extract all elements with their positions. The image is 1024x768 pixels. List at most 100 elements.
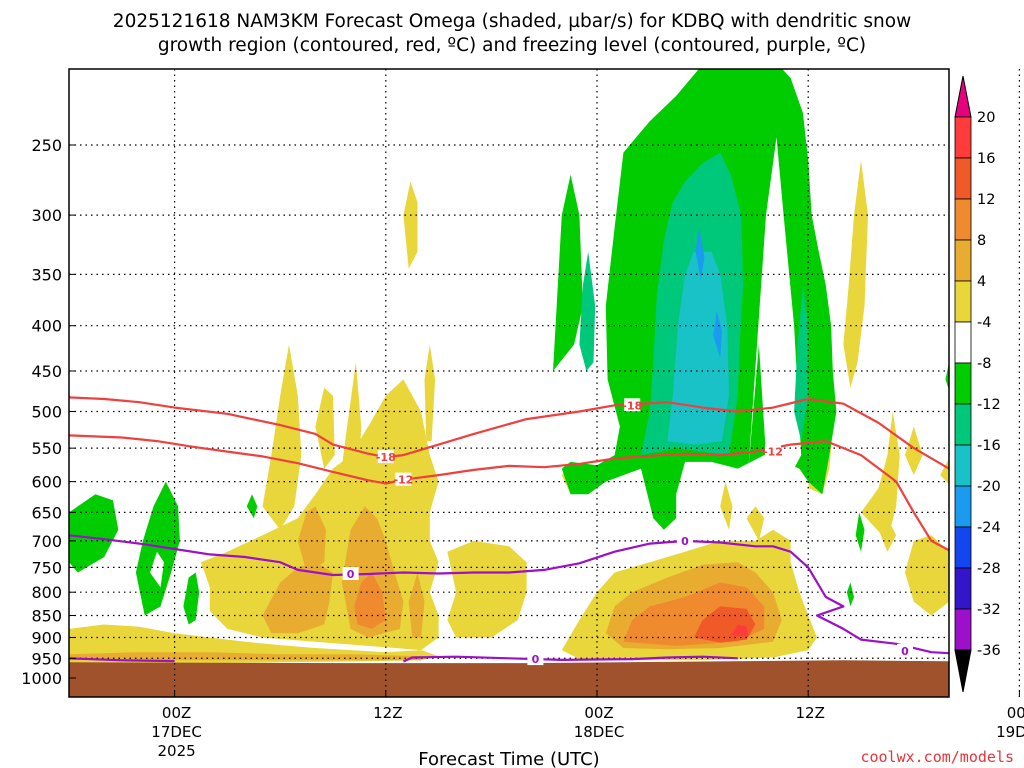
plot-frame (68, 68, 950, 698)
omega-region-15 (940, 458, 949, 485)
y-axis-tick-labels: 250 300 350 400 450 500 550 600 650 700 750 800 850 9… (21, 136, 76, 688)
y-tick-850: 850 (31, 607, 62, 626)
y-tick-800: 800 (31, 583, 62, 602)
colorbar-swatch-4 (954, 280, 972, 323)
y-tick-450: 450 (31, 362, 62, 381)
colorbar-label-0: 20 (977, 110, 995, 126)
colorbar-swatch-3 (954, 239, 972, 282)
colorbar-swatch-12 (954, 608, 972, 651)
omega-region-39 (748, 137, 802, 482)
contour-label-dgz-12-b-bg (765, 444, 781, 458)
colorbar-swatch-6 (954, 362, 972, 405)
omega-region-40 (579, 251, 596, 371)
y-tick-500: 500 (31, 403, 62, 422)
omega-region-33 (135, 481, 180, 616)
omega-region-22 (262, 562, 333, 634)
y-tick-700: 700 (31, 532, 62, 551)
omega-region-2 (262, 344, 302, 530)
contour-label-frz-b: 0 (681, 535, 689, 548)
omega-region-45 (713, 311, 722, 358)
colorbar-label-11: -28 (977, 561, 1001, 577)
y-tick-950: 950 (31, 649, 62, 668)
contour-label-frz-a-bg (342, 566, 359, 580)
omega-region-13 (905, 535, 949, 616)
omega-region-18 (878, 518, 897, 552)
y-tick-350: 350 (31, 265, 62, 284)
x-tick-24-line1: 18DEC (574, 723, 625, 741)
ground-fill (69, 660, 949, 697)
y-tick-1000: 1000 (21, 669, 62, 688)
omega-region-37 (553, 174, 583, 371)
colorbar-swatch-5 (954, 321, 972, 364)
omega-shading-layer (69, 69, 949, 664)
colorbar-label-7: -12 (977, 397, 1001, 413)
omega-region-8 (447, 540, 527, 638)
omega-region-11 (746, 506, 765, 541)
omega-region-6 (403, 181, 418, 269)
omega-region-36 (246, 494, 258, 519)
omega-region-21 (720, 481, 733, 530)
contour-label-frz-b-bg (677, 533, 693, 547)
colorbar-bottom-arrow (954, 649, 972, 693)
colorbar-label-2: 12 (977, 192, 995, 208)
omega-region-31 (730, 624, 749, 637)
omega-region-25 (408, 572, 425, 638)
y-tick-550: 550 (31, 439, 62, 458)
omega-region-7 (357, 426, 381, 456)
chart-title-line2: growth region (contoured, red, ºC) and f… (158, 35, 866, 56)
chart-title-line1: 2025121618 NAM3KM Forecast Omega (shaded… (113, 11, 911, 32)
y-tick-300: 300 (31, 206, 62, 225)
contour-label-dgz-18-a: -18 (376, 451, 396, 464)
contour-label-frz-d: 0 (901, 645, 909, 658)
contour-label-dgz-18-b-bg (624, 398, 641, 412)
contour-label-dgz-18-b: -18 (622, 399, 642, 412)
colorbar-label-4: 4 (977, 274, 986, 290)
omega-region-4 (315, 387, 335, 469)
omega-region-28 (354, 572, 386, 629)
freezing-contour-0-ground (402, 655, 738, 663)
dgz-contour-minus18 (69, 396, 949, 471)
x-tick-36-line0: 12Z (796, 704, 825, 722)
omega-region-47 (846, 582, 854, 607)
contour-label-frz-a: 0 (347, 568, 355, 581)
colorbar-swatch-9 (954, 485, 972, 528)
contour-layer: -18 -18 -12 -12 0 0 0 0 (69, 396, 949, 666)
colorbar-label-3: 8 (977, 233, 986, 249)
colorbar-swatch-10 (954, 526, 972, 569)
contour-label-dgz-12-b: -12 (763, 446, 783, 459)
omega-region-5 (424, 344, 436, 442)
y-tick-900: 900 (31, 628, 62, 647)
dgz-contour-minus12 (69, 434, 949, 552)
colorbar-label-10: -24 (977, 520, 1001, 536)
x-tick-0-line2: 2025 (158, 742, 196, 760)
omega-region-35 (150, 551, 164, 588)
omega-region-3 (333, 362, 362, 573)
contour-label-frz-d-bg (897, 643, 913, 657)
ground-layer (69, 660, 949, 697)
y-tick-600: 600 (31, 473, 62, 492)
omega-region-48 (945, 362, 949, 391)
contour-label-frz-c-bg (527, 652, 544, 666)
omega-region-32 (69, 494, 119, 573)
colorbar-label-5: -4 (977, 315, 991, 331)
y-tick-250: 250 (31, 136, 62, 155)
x-tick-48-line0: 00Z (1007, 704, 1024, 722)
colorbar-label-8: -16 (977, 438, 1001, 454)
colorbar-label-1: 16 (977, 151, 995, 167)
contour-label-dgz-18-a-bg (377, 450, 394, 464)
contour-label-dgz-12-a-bg (395, 472, 412, 486)
colorbar-swatch-2 (954, 198, 972, 241)
colorbar-swatch-7 (954, 403, 972, 446)
x-tick-12-line0: 12Z (373, 704, 402, 722)
x-tick-0-line1: 17DEC (151, 723, 202, 741)
colorbar-label-9: -20 (977, 479, 1001, 495)
colorbar-label-6: -8 (977, 356, 991, 372)
x-tick-0-line0: 00Z (162, 704, 191, 722)
omega-region-46 (855, 512, 865, 552)
y-tick-750: 750 (31, 558, 62, 577)
x-axis-tick-labels: 00Z17DEC202512Z00Z18DEC12Z00Z19DEC (151, 690, 1024, 760)
colorbar-label-12: -32 (977, 602, 1001, 618)
colorbar: 20 16 12 8 4 -4 -8 -12 -16 -20 -24 -28 -32 -36 (954, 75, 1001, 693)
y-tick-650: 650 (31, 503, 62, 522)
x-tick-24-line0: 00Z (584, 704, 613, 722)
